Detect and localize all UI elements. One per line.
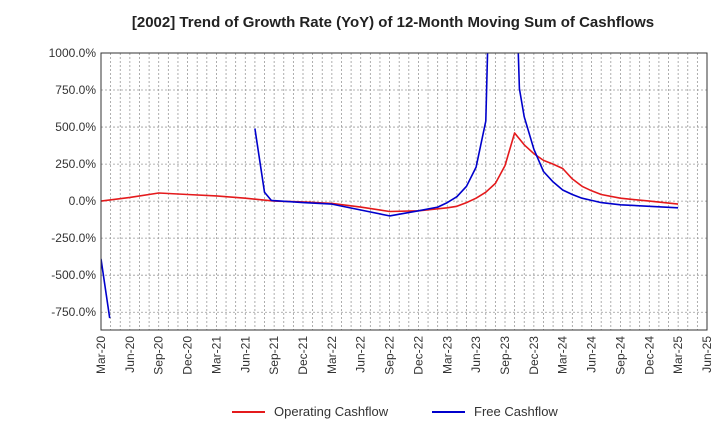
x-tick-label: Dec-24 [642,336,656,375]
x-tick-label: Mar-21 [209,336,223,374]
x-tick-label: Sep-24 [613,336,627,375]
x-tick-label: Dec-20 [181,336,195,375]
y-tick-label: 250.0% [55,157,96,171]
plot-frame [100,52,708,331]
legend-label: Operating Cashflow [274,404,389,419]
y-tick-label: 1000.0% [49,46,97,60]
x-tick-label: Jun-25 [700,336,714,373]
chart-title: [2002] Trend of Growth Rate (YoY) of 12-… [132,14,654,31]
x-tick-label: Mar-20 [94,336,108,374]
y-tick-label: -250.0% [51,231,96,245]
y-axis: 1000.0% 750.0% 500.0% 250.0% 0.0% -250.0% -500… [49,46,97,319]
x-tick-label: Mar-23 [440,336,454,374]
x-tick-label: Jun-20 [123,336,137,373]
x-tick-label: Dec-21 [296,336,310,375]
x-tick-label: Jun-21 [238,336,252,373]
y-tick-label: 500.0% [55,120,96,134]
x-tick-label: Sep-20 [152,336,166,375]
x-tick-label: Sep-23 [498,336,512,375]
x-tick-label: Mar-24 [556,336,570,374]
x-tick-label: Mar-22 [325,336,339,374]
series-line-operating-cashflow [101,132,679,213]
y-tick-label: -750.0% [51,305,96,319]
y-tick-label: -500.0% [51,268,96,282]
legend: Operating Cashflow Free Cashflow [232,404,558,419]
x-tick-label: Dec-22 [411,336,425,375]
x-tick-label: Dec-23 [527,336,541,375]
series-line-free-cashflow [254,53,679,217]
x-tick-label: Jun-22 [354,336,368,373]
x-axis: Mar-20 Jun-20 Sep-20 Dec-20 Mar-21 Jun-21 Sep-… [94,336,714,375]
x-tick-label: Sep-21 [267,336,281,375]
x-tick-label: Mar-25 [671,336,685,374]
x-tick-label: Sep-22 [383,336,397,375]
x-tick-label: Jun-23 [469,336,483,373]
legend-label: Free Cashflow [474,404,558,419]
grid [100,52,708,330]
series-line-free-cashflow [101,258,111,319]
x-tick-label: Jun-24 [585,336,599,373]
y-tick-label: 0.0% [69,194,97,208]
series-layer [101,53,679,319]
y-tick-label: 750.0% [55,83,96,97]
